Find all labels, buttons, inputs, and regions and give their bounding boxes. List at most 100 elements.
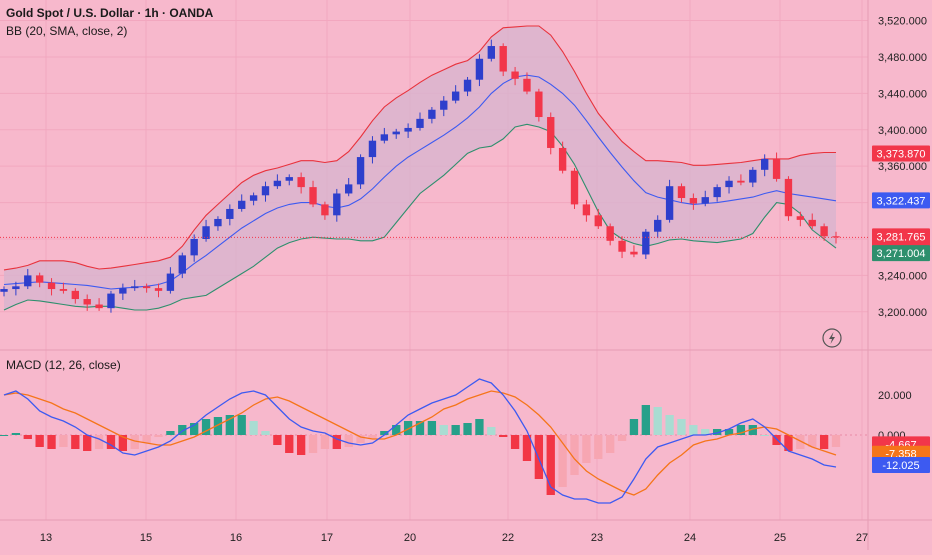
candle[interactable] bbox=[142, 283, 151, 293]
candle[interactable] bbox=[761, 154, 769, 177]
candle[interactable] bbox=[297, 172, 305, 194]
candle[interactable] bbox=[737, 174, 745, 186]
candle[interactable] bbox=[273, 174, 282, 189]
candle[interactable] bbox=[487, 39, 495, 62]
candle[interactable] bbox=[0, 286, 8, 297]
candle[interactable] bbox=[356, 154, 365, 189]
candles[interactable] bbox=[0, 39, 840, 313]
candle[interactable] bbox=[404, 123, 412, 138]
candle[interactable] bbox=[784, 176, 793, 221]
candle[interactable] bbox=[832, 231, 840, 244]
candle[interactable] bbox=[582, 199, 591, 222]
candle[interactable] bbox=[808, 213, 816, 229]
candle[interactable] bbox=[202, 219, 210, 242]
macd-indicator-label[interactable]: MACD (12, 26, close) bbox=[6, 358, 121, 372]
price-axis[interactable]: 3,520.000 3,480.000 3,440.000 3,400.000 3,36… bbox=[878, 16, 927, 319]
candle[interactable] bbox=[499, 43, 507, 77]
candle[interactable] bbox=[547, 112, 555, 155]
candle[interactable] bbox=[451, 85, 460, 104]
lightning-icon[interactable] bbox=[822, 328, 842, 348]
candle[interactable] bbox=[226, 204, 234, 226]
candle[interactable] bbox=[820, 223, 828, 241]
candle[interactable] bbox=[333, 188, 341, 222]
candle[interactable] bbox=[71, 288, 79, 304]
candle-body bbox=[737, 180, 745, 183]
candle[interactable] bbox=[107, 290, 115, 313]
candle[interactable] bbox=[59, 282, 68, 294]
candle[interactable] bbox=[83, 294, 91, 311]
candle[interactable] bbox=[511, 66, 519, 86]
candle[interactable] bbox=[35, 272, 44, 288]
candle[interactable] bbox=[12, 281, 20, 296]
macd-histogram-bar bbox=[320, 435, 330, 449]
candle[interactable] bbox=[654, 215, 662, 239]
candle[interactable] bbox=[535, 88, 543, 122]
candle[interactable] bbox=[689, 193, 698, 210]
candle[interactable] bbox=[749, 167, 757, 188]
candle-body bbox=[749, 169, 757, 183]
candle[interactable] bbox=[285, 174, 293, 186]
time-axis[interactable]: 13 15 16 17 20 22 23 24 25 27 bbox=[40, 532, 868, 544]
candle-body bbox=[249, 195, 258, 201]
candle[interactable] bbox=[701, 190, 709, 207]
macd-histogram-bar bbox=[35, 435, 44, 447]
macd-histogram-bar bbox=[617, 435, 627, 441]
symbol-title[interactable]: Gold Spot / U.S. Dollar · 1h · OANDA bbox=[6, 6, 214, 20]
candle[interactable] bbox=[463, 76, 472, 97]
bb-indicator-label[interactable]: BB (20, SMA, close, 2) bbox=[6, 24, 128, 38]
candle[interactable] bbox=[392, 128, 400, 139]
candle[interactable] bbox=[606, 223, 614, 246]
candle[interactable] bbox=[214, 216, 222, 231]
candle[interactable] bbox=[154, 283, 163, 298]
macd-histogram-bar bbox=[285, 435, 294, 453]
candle[interactable] bbox=[95, 298, 103, 311]
macd-histogram-bar bbox=[83, 435, 92, 451]
candle[interactable] bbox=[558, 141, 567, 174]
macd-histogram-bar bbox=[819, 435, 829, 449]
candle[interactable] bbox=[119, 283, 127, 300]
candle[interactable] bbox=[238, 194, 246, 212]
candle[interactable] bbox=[47, 278, 56, 296]
macd-histogram-bar bbox=[534, 435, 544, 479]
candle[interactable] bbox=[380, 127, 389, 144]
candle[interactable] bbox=[642, 228, 650, 260]
candle[interactable] bbox=[345, 178, 353, 197]
candle[interactable] bbox=[713, 184, 721, 202]
candle[interactable] bbox=[131, 279, 139, 291]
candle[interactable] bbox=[440, 96, 448, 117]
candle[interactable] bbox=[725, 176, 733, 194]
candle[interactable] bbox=[24, 269, 32, 290]
candle[interactable] bbox=[772, 152, 781, 182]
candle[interactable] bbox=[475, 54, 484, 87]
candle[interactable] bbox=[261, 181, 270, 202]
candle-body bbox=[35, 275, 44, 283]
candle[interactable] bbox=[178, 252, 186, 279]
candle[interactable] bbox=[321, 201, 329, 220]
candle[interactable] bbox=[523, 72, 531, 95]
macd-histogram-bar bbox=[463, 423, 472, 435]
candle[interactable] bbox=[796, 211, 805, 227]
macd-histogram-bar bbox=[344, 435, 353, 447]
candle[interactable] bbox=[190, 234, 198, 262]
candle[interactable] bbox=[249, 192, 258, 206]
candle[interactable] bbox=[618, 236, 626, 259]
candle-body bbox=[570, 170, 579, 205]
candle[interactable] bbox=[630, 245, 638, 258]
candle-body bbox=[261, 186, 270, 196]
candle[interactable] bbox=[665, 179, 674, 223]
candle[interactable] bbox=[594, 208, 602, 229]
candle[interactable] bbox=[677, 183, 686, 203]
candle[interactable] bbox=[309, 180, 317, 208]
candle[interactable] bbox=[570, 167, 579, 209]
candle-body bbox=[475, 58, 484, 80]
candle[interactable] bbox=[428, 107, 436, 124]
candle[interactable] bbox=[416, 112, 424, 131]
bb-basis-line bbox=[3, 74, 837, 290]
bb-upper-line bbox=[3, 25, 836, 271]
macd-histogram-bar bbox=[677, 419, 686, 435]
candle[interactable] bbox=[166, 267, 175, 294]
candle[interactable] bbox=[368, 136, 377, 164]
macd-histogram-bar bbox=[546, 435, 555, 495]
